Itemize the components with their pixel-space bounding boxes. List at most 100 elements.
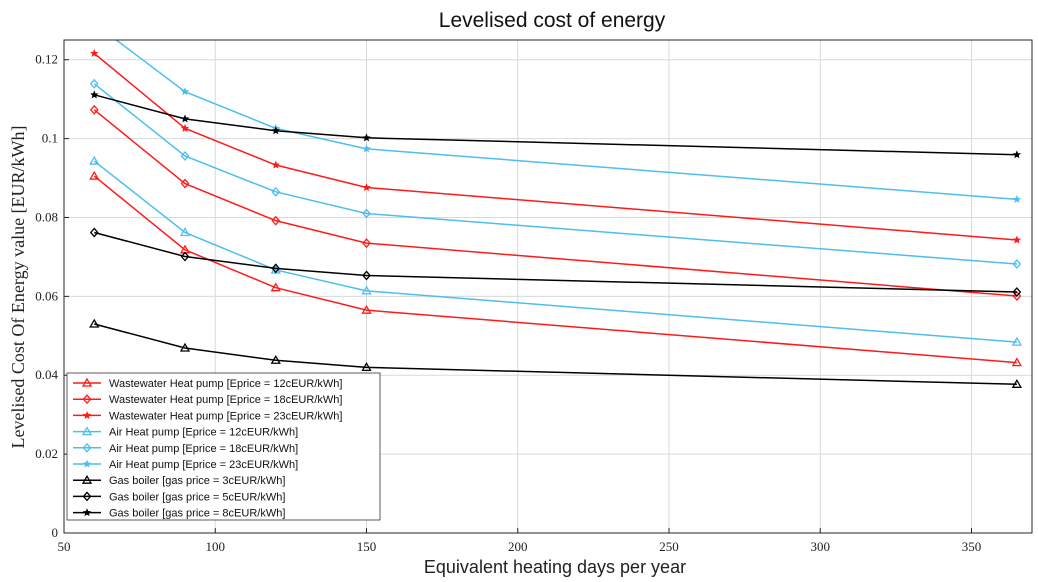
legend-label: Air Heat pump [Eprice = 12cEUR/kWh] xyxy=(109,427,298,439)
data-point xyxy=(89,78,99,89)
data-point xyxy=(89,170,100,180)
legend-marker xyxy=(82,442,92,453)
data-point xyxy=(179,342,191,352)
legend-label: Gas boiler [gas price = 3cEUR/kWh] xyxy=(109,475,285,487)
series-5 xyxy=(89,78,1022,270)
data-point xyxy=(271,263,281,274)
data-point xyxy=(180,150,190,161)
series-8 xyxy=(89,227,1022,298)
legend-item: Air Heat pump [Eprice = 12cEUR/kWh] xyxy=(73,426,298,439)
data-point xyxy=(89,227,99,238)
legend-label: Gas boiler [gas price = 8cEUR/kWh] xyxy=(109,508,285,520)
legend: Wastewater Heat pump [Eprice = 12cEUR/kW… xyxy=(66,372,381,521)
data-point xyxy=(180,178,190,189)
legend-item: Wastewater Heat pump [Eprice = 18cEUR/kW… xyxy=(73,394,342,406)
data-point xyxy=(271,215,281,226)
series-2 xyxy=(89,104,1022,301)
series-lines xyxy=(89,40,1022,388)
data-point xyxy=(1012,150,1022,159)
data-point xyxy=(361,304,372,314)
legend-item: Wastewater Heat pump [Eprice = 23cEUR/kW… xyxy=(73,410,342,422)
legend-label: Wastewater Heat pump [Eprice = 12cEUR/kW… xyxy=(109,378,342,390)
data-point xyxy=(361,362,372,372)
data-point xyxy=(270,282,281,292)
data-point xyxy=(362,183,371,192)
data-point xyxy=(89,318,100,328)
data-point xyxy=(180,251,190,262)
legend-item: Wastewater Heat pump [Eprice = 12cEUR/kW… xyxy=(73,377,342,390)
series-line xyxy=(93,109,1017,297)
legend-marker xyxy=(82,459,92,468)
axis-ticks: 50 100 150 200 250 300 350 0 0.02 0.04 0.06 0.08 0.1… xyxy=(35,52,981,554)
data-point xyxy=(362,133,371,142)
chart-title: Levelised cost of energy xyxy=(439,9,666,32)
data-point xyxy=(180,114,190,123)
data-point xyxy=(89,104,99,115)
data-point xyxy=(1011,379,1022,388)
y-tick-label: 0.12 xyxy=(35,52,58,67)
data-point xyxy=(179,227,191,237)
legend-label: Air Heat pump [Eprice = 23cEUR/kWh] xyxy=(109,459,298,471)
y-tick-label: 0.06 xyxy=(35,288,58,303)
data-point xyxy=(1012,290,1022,301)
legend-label: Wastewater Heat pump [Eprice = 23cEUR/kW… xyxy=(109,410,342,422)
data-point xyxy=(180,123,190,132)
y-tick-label: 0 xyxy=(52,525,59,540)
legend-marker xyxy=(82,394,92,405)
x-tick-label: 100 xyxy=(206,539,226,554)
legend-item: Gas boiler [gas price = 3cEUR/kWh] xyxy=(73,474,285,487)
data-point xyxy=(1012,235,1022,244)
x-tick-label: 150 xyxy=(357,539,377,554)
legend-marker xyxy=(81,377,93,387)
legend-label: Air Heat pump [Eprice = 18cEUR/kWh] xyxy=(109,443,298,455)
legend-item: Air Heat pump [Eprice = 23cEUR/kWh] xyxy=(73,459,298,471)
legend-marker xyxy=(82,508,92,517)
series-line xyxy=(94,323,1017,386)
legend-item: Gas boiler [gas price = 8cEUR/kWh] xyxy=(73,508,285,520)
data-point xyxy=(271,126,280,135)
data-point xyxy=(89,155,100,165)
legend-marker xyxy=(82,411,92,419)
data-point xyxy=(1011,357,1022,367)
y-tick-label: 0.04 xyxy=(35,367,58,382)
x-tick-label: 250 xyxy=(659,539,679,554)
data-point xyxy=(180,87,190,96)
x-tick-label: 350 xyxy=(962,539,982,554)
series-line xyxy=(94,231,1017,293)
data-point xyxy=(1012,287,1022,298)
y-axis-label: Levelised Cost Of Energy value [EUR/kWh] xyxy=(8,125,28,448)
legend-item: Gas boiler [gas price = 5cEUR/kWh] xyxy=(73,491,285,503)
legend-marker xyxy=(82,491,92,502)
data-point xyxy=(361,285,372,295)
y-tick-label: 0.08 xyxy=(35,209,58,224)
series-line xyxy=(93,160,1017,343)
series-line xyxy=(93,175,1017,364)
data-point xyxy=(90,49,99,57)
data-point xyxy=(1012,259,1022,270)
data-point xyxy=(362,238,371,249)
x-axis-label: Equivalent heating days per year xyxy=(424,557,686,577)
legend-label: Gas boiler [gas price = 5cEUR/kWh] xyxy=(109,491,285,503)
x-tick-label: 300 xyxy=(811,539,831,554)
data-point xyxy=(362,208,371,219)
data-point xyxy=(1012,194,1022,203)
x-tick-label: 200 xyxy=(508,539,528,554)
legend-marker xyxy=(81,426,93,436)
data-point xyxy=(90,90,99,99)
series-3 xyxy=(90,49,1022,244)
legend-label: Wastewater Heat pump [Eprice = 18cEUR/kW… xyxy=(109,394,342,406)
x-tick-label: 50 xyxy=(58,539,71,554)
data-point xyxy=(362,144,371,153)
series-9 xyxy=(90,90,1022,159)
series-line xyxy=(93,83,1017,265)
y-tick-label: 0.1 xyxy=(42,131,58,146)
plot-frame xyxy=(63,39,1033,534)
data-point xyxy=(271,186,281,197)
series-7 xyxy=(89,318,1022,388)
data-point xyxy=(1011,336,1022,346)
data-point xyxy=(270,354,281,364)
legend-item: Air Heat pump [Eprice = 18cEUR/kWh] xyxy=(73,443,298,455)
y-tick-label: 0.02 xyxy=(35,446,58,461)
legend-marker xyxy=(81,474,93,484)
